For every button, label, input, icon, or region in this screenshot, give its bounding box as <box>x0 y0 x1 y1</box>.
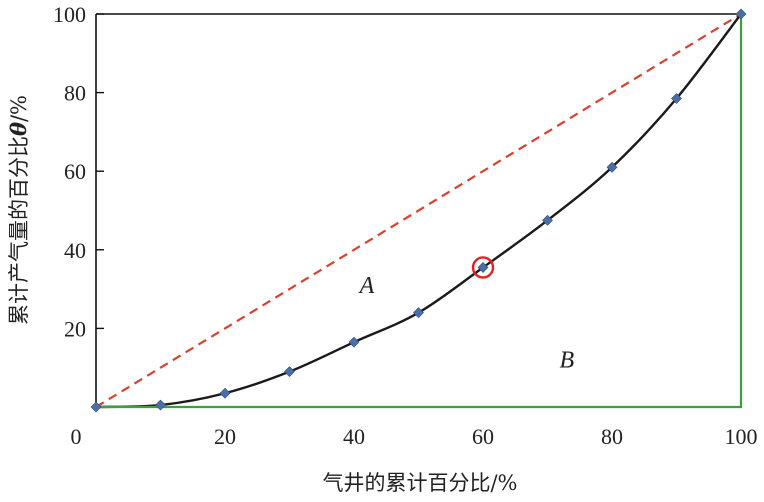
y-axis-title: 累计产气量的百分比θ/% <box>6 95 31 325</box>
x-tick-100: 100 <box>725 424 758 449</box>
data-point-80 <box>606 161 618 173</box>
equality-line <box>95 13 742 408</box>
cumulative-curve <box>95 13 742 409</box>
x-axis-title: 气井的累计百分比/% <box>322 471 517 495</box>
data-point-40 <box>348 336 360 348</box>
x-tick-40: 40 <box>343 424 365 449</box>
data-point-60 <box>477 262 489 273</box>
y-tick-100: 100 <box>53 2 86 27</box>
annotations: AB <box>358 273 575 374</box>
x-tick-60: 60 <box>472 424 494 449</box>
y-tick-40: 40 <box>64 238 86 263</box>
data-point-70 <box>542 214 553 226</box>
y-axis-title-symbol: θ <box>6 122 31 136</box>
y-tick-20: 20 <box>64 316 86 341</box>
data-point-20 <box>219 387 231 399</box>
y-axis-title-text: 累计产气量的百分比 <box>7 136 31 325</box>
data-point-30 <box>284 366 295 378</box>
plot-area <box>95 13 741 407</box>
series-layer <box>95 13 743 409</box>
marker-layer <box>90 8 747 413</box>
data-point-100 <box>735 8 747 20</box>
data-point-90 <box>671 93 682 104</box>
baseline-line <box>96 14 743 409</box>
y-axis-ticks: 20 40 60 80 100 <box>53 2 104 341</box>
x-tick-0: 0 <box>71 424 82 449</box>
data-point-10 <box>155 399 166 411</box>
data-point-0 <box>90 401 102 413</box>
x-tick-20: 20 <box>214 424 236 449</box>
x-tick-80: 80 <box>601 424 623 449</box>
region-label-b: B <box>560 348 575 374</box>
region-label-a: A <box>358 273 375 299</box>
x-axis-ticks: 0 20 40 60 80 100 <box>71 424 758 449</box>
data-point-50 <box>413 307 424 319</box>
y-axis-title-unit: /% <box>7 95 31 122</box>
highlight-circle <box>471 256 495 279</box>
y-tick-60: 60 <box>64 159 86 184</box>
y-tick-80: 80 <box>64 81 86 106</box>
